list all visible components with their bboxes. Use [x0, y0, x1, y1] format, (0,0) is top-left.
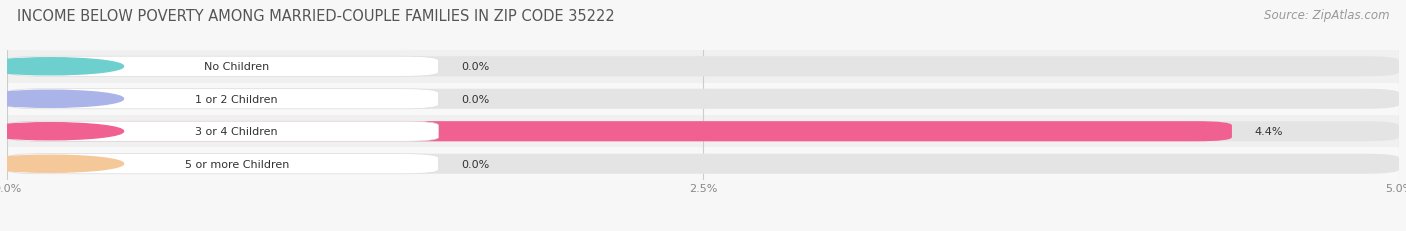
- FancyBboxPatch shape: [7, 122, 439, 142]
- FancyBboxPatch shape: [7, 83, 1399, 116]
- FancyBboxPatch shape: [7, 122, 1232, 142]
- Text: INCOME BELOW POVERTY AMONG MARRIED-COUPLE FAMILIES IN ZIP CODE 35222: INCOME BELOW POVERTY AMONG MARRIED-COUPL…: [17, 9, 614, 24]
- FancyBboxPatch shape: [7, 148, 1399, 180]
- FancyBboxPatch shape: [7, 89, 1399, 109]
- Text: 0.0%: 0.0%: [461, 159, 489, 169]
- FancyBboxPatch shape: [7, 57, 1399, 77]
- Text: 1 or 2 Children: 1 or 2 Children: [195, 94, 278, 104]
- Text: 4.4%: 4.4%: [1254, 127, 1282, 137]
- Text: 0.0%: 0.0%: [461, 94, 489, 104]
- FancyBboxPatch shape: [7, 116, 1399, 148]
- Text: Source: ZipAtlas.com: Source: ZipAtlas.com: [1264, 9, 1389, 22]
- FancyBboxPatch shape: [7, 51, 1399, 83]
- FancyBboxPatch shape: [7, 154, 439, 174]
- Text: 0.0%: 0.0%: [461, 62, 489, 72]
- FancyBboxPatch shape: [7, 122, 1399, 142]
- Circle shape: [0, 58, 124, 76]
- FancyBboxPatch shape: [7, 154, 1399, 174]
- Text: No Children: No Children: [204, 62, 270, 72]
- FancyBboxPatch shape: [7, 89, 439, 109]
- Circle shape: [0, 123, 124, 140]
- Circle shape: [0, 155, 124, 173]
- FancyBboxPatch shape: [7, 57, 439, 77]
- Text: 5 or more Children: 5 or more Children: [184, 159, 288, 169]
- Circle shape: [0, 91, 124, 108]
- Text: 3 or 4 Children: 3 or 4 Children: [195, 127, 278, 137]
